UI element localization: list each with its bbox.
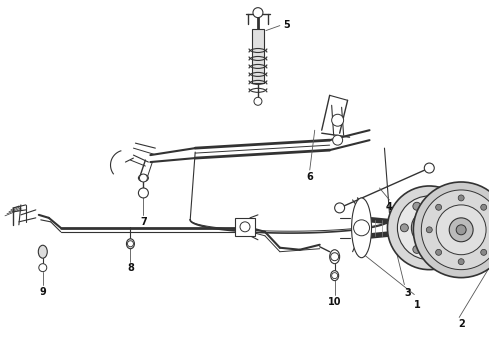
Circle shape: [421, 220, 437, 236]
Circle shape: [449, 218, 473, 242]
Ellipse shape: [330, 250, 340, 264]
Circle shape: [436, 249, 441, 255]
Text: 2: 2: [458, 319, 465, 329]
Circle shape: [331, 253, 339, 261]
Circle shape: [140, 174, 147, 182]
Circle shape: [412, 210, 447, 246]
Circle shape: [240, 222, 250, 232]
Circle shape: [332, 273, 338, 279]
Circle shape: [397, 196, 461, 260]
Ellipse shape: [38, 245, 47, 258]
Circle shape: [333, 135, 343, 145]
Circle shape: [127, 241, 133, 247]
Circle shape: [332, 114, 343, 126]
Circle shape: [436, 204, 441, 210]
Circle shape: [438, 246, 446, 253]
Text: 3: 3: [404, 288, 411, 298]
Circle shape: [253, 8, 263, 18]
Bar: [252, 28, 264, 84]
Bar: [235, 218, 255, 236]
Circle shape: [138, 188, 148, 198]
Circle shape: [413, 246, 421, 253]
Ellipse shape: [126, 239, 134, 249]
Text: 5: 5: [283, 19, 290, 30]
Circle shape: [450, 224, 458, 232]
Circle shape: [335, 203, 344, 213]
Circle shape: [354, 220, 369, 236]
Text: 7: 7: [140, 217, 147, 227]
Circle shape: [413, 202, 421, 210]
Circle shape: [414, 182, 490, 278]
Circle shape: [39, 264, 47, 272]
Circle shape: [481, 249, 487, 255]
Circle shape: [421, 190, 490, 270]
Circle shape: [458, 195, 464, 201]
Ellipse shape: [138, 175, 148, 181]
Circle shape: [400, 224, 408, 232]
Circle shape: [438, 202, 446, 210]
Ellipse shape: [331, 271, 339, 280]
Text: 8: 8: [127, 263, 134, 273]
Ellipse shape: [352, 198, 371, 258]
Text: 9: 9: [39, 287, 46, 297]
Circle shape: [254, 97, 262, 105]
Text: 6: 6: [306, 172, 313, 182]
Text: 4: 4: [386, 202, 393, 212]
Circle shape: [481, 204, 487, 210]
Circle shape: [424, 163, 434, 173]
Circle shape: [426, 227, 432, 233]
Circle shape: [456, 225, 466, 235]
Circle shape: [388, 186, 471, 270]
Circle shape: [436, 205, 486, 255]
Text: 1: 1: [414, 300, 421, 310]
Text: 10: 10: [328, 297, 342, 306]
Circle shape: [458, 259, 464, 265]
